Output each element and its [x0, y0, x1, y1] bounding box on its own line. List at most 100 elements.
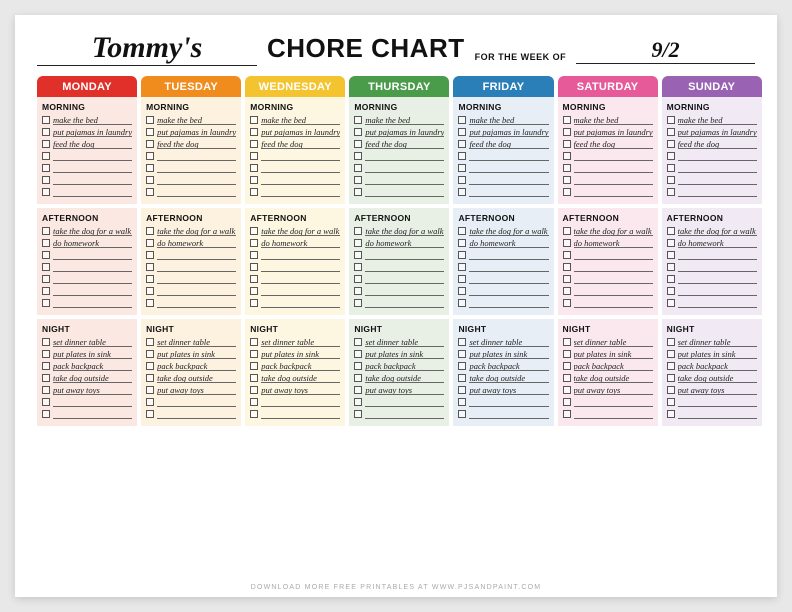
chore-line[interactable]	[53, 410, 132, 419]
chore-checkbox[interactable]	[250, 140, 258, 148]
chore-checkbox[interactable]	[146, 338, 154, 346]
chore-line[interactable]	[678, 287, 757, 296]
chore-checkbox[interactable]	[458, 128, 466, 136]
chore-line[interactable]: put away toys	[469, 386, 548, 395]
chore-checkbox[interactable]	[667, 374, 675, 382]
chore-line[interactable]: put pajamas in laundry	[53, 128, 132, 137]
chore-checkbox[interactable]	[146, 386, 154, 394]
chore-checkbox[interactable]	[667, 263, 675, 271]
chore-checkbox[interactable]	[42, 362, 50, 370]
chore-checkbox[interactable]	[458, 227, 466, 235]
chore-checkbox[interactable]	[458, 140, 466, 148]
chore-line[interactable]	[53, 251, 132, 260]
chore-checkbox[interactable]	[563, 287, 571, 295]
chore-checkbox[interactable]	[458, 299, 466, 307]
chore-checkbox[interactable]	[146, 128, 154, 136]
chore-line[interactable]: take the dog for a walk	[157, 227, 236, 236]
chore-checkbox[interactable]	[354, 251, 362, 259]
chore-checkbox[interactable]	[667, 251, 675, 259]
chore-checkbox[interactable]	[458, 116, 466, 124]
chore-checkbox[interactable]	[250, 116, 258, 124]
chore-line[interactable]: put away toys	[53, 386, 132, 395]
chore-line[interactable]: set dinner table	[157, 338, 236, 347]
chore-line[interactable]	[574, 410, 653, 419]
chore-line[interactable]: do homework	[365, 239, 444, 248]
chore-line[interactable]	[574, 275, 653, 284]
chore-checkbox[interactable]	[42, 410, 50, 418]
chore-checkbox[interactable]	[146, 263, 154, 271]
chore-line[interactable]: make the bed	[157, 116, 236, 125]
chore-checkbox[interactable]	[563, 227, 571, 235]
chore-line[interactable]	[53, 287, 132, 296]
chore-line[interactable]	[365, 176, 444, 185]
chore-checkbox[interactable]	[354, 374, 362, 382]
chore-checkbox[interactable]	[458, 251, 466, 259]
week-date-field[interactable]: 9/2	[576, 39, 755, 64]
chore-checkbox[interactable]	[458, 350, 466, 358]
chore-line[interactable]	[365, 188, 444, 197]
chore-line[interactable]	[157, 188, 236, 197]
chore-checkbox[interactable]	[563, 410, 571, 418]
chore-line[interactable]: put plates in sink	[261, 350, 340, 359]
chore-checkbox[interactable]	[354, 275, 362, 283]
chore-line[interactable]	[574, 188, 653, 197]
chore-checkbox[interactable]	[250, 251, 258, 259]
chore-checkbox[interactable]	[250, 164, 258, 172]
chore-line[interactable]: do homework	[157, 239, 236, 248]
chore-checkbox[interactable]	[354, 164, 362, 172]
chore-line[interactable]: do homework	[53, 239, 132, 248]
chore-checkbox[interactable]	[563, 239, 571, 247]
chore-line[interactable]: put pajamas in laundry	[574, 128, 653, 137]
chore-checkbox[interactable]	[250, 152, 258, 160]
chore-line[interactable]: make the bed	[678, 116, 757, 125]
chore-checkbox[interactable]	[42, 239, 50, 247]
chore-checkbox[interactable]	[42, 176, 50, 184]
chore-checkbox[interactable]	[667, 338, 675, 346]
chore-checkbox[interactable]	[458, 386, 466, 394]
chore-line[interactable]: do homework	[574, 239, 653, 248]
chore-checkbox[interactable]	[250, 374, 258, 382]
chore-line[interactable]: put pajamas in laundry	[678, 128, 757, 137]
chore-line[interactable]: take the dog for a walk	[574, 227, 653, 236]
chore-line[interactable]: put away toys	[261, 386, 340, 395]
chore-checkbox[interactable]	[146, 188, 154, 196]
chore-checkbox[interactable]	[42, 398, 50, 406]
chore-checkbox[interactable]	[667, 152, 675, 160]
chore-line[interactable]	[469, 188, 548, 197]
chore-checkbox[interactable]	[146, 374, 154, 382]
chore-checkbox[interactable]	[250, 287, 258, 295]
chore-line[interactable]	[53, 299, 132, 308]
chore-checkbox[interactable]	[458, 338, 466, 346]
chore-line[interactable]	[678, 152, 757, 161]
chore-line[interactable]	[469, 299, 548, 308]
chore-line[interactable]: put plates in sink	[53, 350, 132, 359]
chore-line[interactable]	[157, 263, 236, 272]
chore-line[interactable]	[574, 398, 653, 407]
chore-checkbox[interactable]	[250, 188, 258, 196]
chore-line[interactable]	[469, 164, 548, 173]
chore-line[interactable]: put away toys	[365, 386, 444, 395]
chore-line[interactable]: put plates in sink	[157, 350, 236, 359]
chore-line[interactable]: put away toys	[157, 386, 236, 395]
chore-line[interactable]: take dog outside	[157, 374, 236, 383]
chore-checkbox[interactable]	[146, 287, 154, 295]
chore-line[interactable]: pack backpack	[469, 362, 548, 371]
chore-checkbox[interactable]	[354, 152, 362, 160]
chore-checkbox[interactable]	[667, 227, 675, 235]
chore-line[interactable]	[365, 275, 444, 284]
chore-checkbox[interactable]	[563, 251, 571, 259]
chore-checkbox[interactable]	[667, 410, 675, 418]
chore-checkbox[interactable]	[563, 152, 571, 160]
chore-checkbox[interactable]	[42, 164, 50, 172]
chore-line[interactable]: pack backpack	[678, 362, 757, 371]
chore-checkbox[interactable]	[563, 164, 571, 172]
chore-line[interactable]	[365, 263, 444, 272]
chore-line[interactable]	[157, 398, 236, 407]
chore-checkbox[interactable]	[563, 398, 571, 406]
chore-checkbox[interactable]	[458, 176, 466, 184]
chore-line[interactable]	[261, 164, 340, 173]
chore-line[interactable]	[157, 299, 236, 308]
chore-checkbox[interactable]	[354, 362, 362, 370]
chore-line[interactable]: take the dog for a walk	[678, 227, 757, 236]
chore-line[interactable]	[678, 176, 757, 185]
